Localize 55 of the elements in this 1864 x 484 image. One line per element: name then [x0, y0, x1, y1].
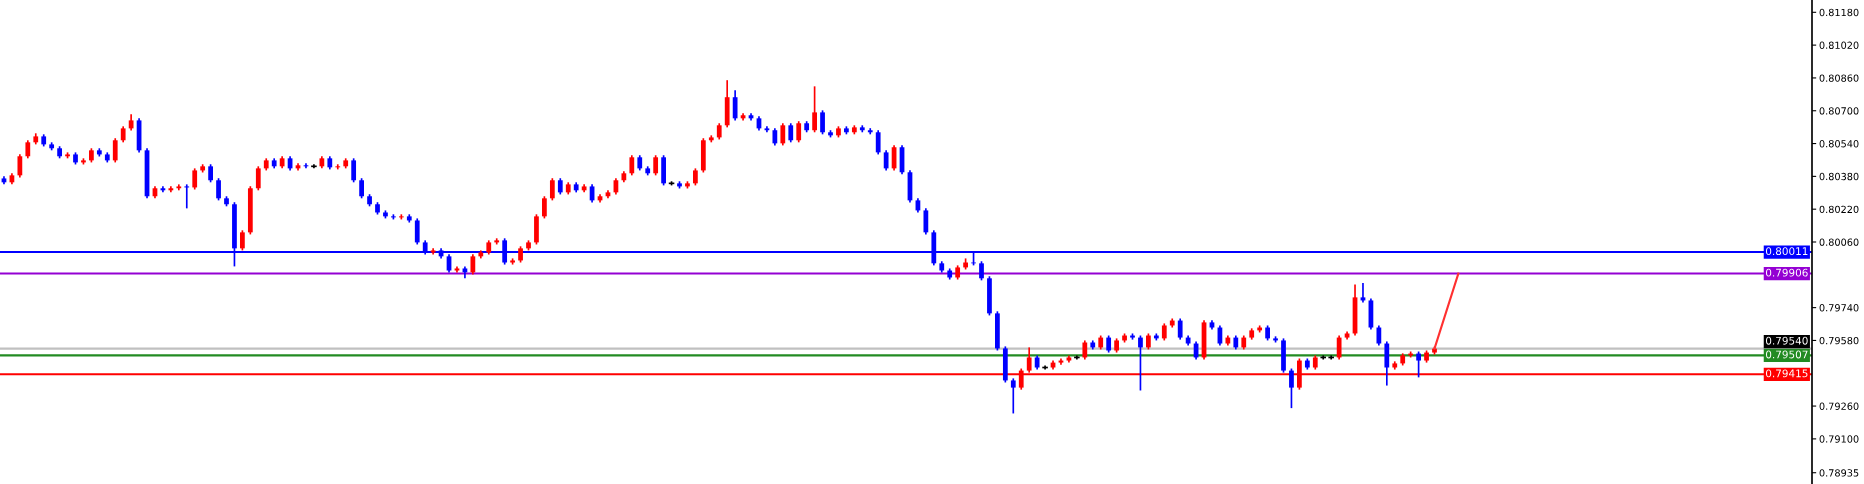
- ref-line-label: 0.79540: [1765, 336, 1808, 345]
- candlestick: [351, 157, 357, 184]
- candlestick: [208, 163, 213, 184]
- ref-line-label: 0.79507: [1765, 350, 1808, 359]
- candlestick: [796, 120, 802, 144]
- candlestick: [979, 260, 984, 282]
- candlestick: [780, 122, 786, 147]
- candlestick: [17, 153, 23, 179]
- candlestick: [883, 149, 889, 172]
- candlestick: [875, 129, 881, 156]
- y-tick-label: 0.79740: [1819, 304, 1859, 312]
- candlestick: [112, 137, 118, 164]
- candlestick: [25, 139, 31, 160]
- candlestick: [430, 247, 436, 256]
- candlestick: [1416, 350, 1421, 379]
- y-tick-label: 0.80380: [1819, 172, 1859, 181]
- candlestick: [542, 195, 547, 220]
- y-tick-label: 0.80220: [1819, 205, 1859, 214]
- y-tick-label: 0.81020: [1819, 41, 1859, 49]
- y-tick-label: 0.79260: [1819, 402, 1859, 410]
- y-tick-label: 0.78935: [1819, 469, 1859, 477]
- y-tick-label: 0.80060: [1819, 238, 1859, 246]
- candlestick: [788, 122, 794, 144]
- y-tick-label: 0.80700: [1819, 107, 1859, 115]
- y-tick-label: 0.80540: [1819, 140, 1859, 148]
- candlestick: [1010, 377, 1016, 415]
- y-tick-label: 0.80860: [1819, 74, 1859, 82]
- candlestick: [812, 85, 817, 134]
- candlestick: [1376, 324, 1382, 347]
- ref-line-label: 0.79415: [1765, 369, 1808, 378]
- candlestick: [653, 154, 659, 177]
- candlestick: [1138, 334, 1143, 392]
- candlestick: [923, 207, 929, 236]
- candlestick: [184, 183, 190, 210]
- candlestick: [820, 109, 825, 136]
- y-tick-label: 0.79100: [1819, 435, 1859, 443]
- candlestick: [1336, 334, 1342, 361]
- ref-line-label: 0.80011: [1765, 247, 1808, 256]
- candlestick: [359, 177, 364, 200]
- candlestick: [1289, 367, 1294, 409]
- candlestick: [732, 89, 738, 122]
- candlestick: [192, 167, 198, 191]
- candlestick: [216, 177, 221, 202]
- candlestick: [1177, 317, 1183, 341]
- candlestick: [1384, 340, 1390, 387]
- candlestick: [1082, 339, 1088, 361]
- candlestick: [414, 217, 420, 246]
- ref-line-label: 0.79906: [1765, 268, 1808, 277]
- candlestick: [470, 253, 476, 276]
- y-tick-label: 0.81180: [1819, 8, 1859, 17]
- candlestick: [549, 177, 555, 202]
- candlestick: [629, 154, 635, 177]
- candlestick: [240, 229, 245, 252]
- candlestick: [255, 165, 261, 192]
- y-tick-label: 0.79580: [1819, 336, 1859, 345]
